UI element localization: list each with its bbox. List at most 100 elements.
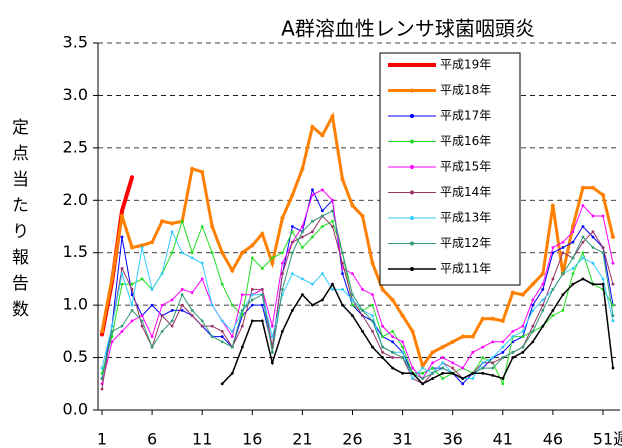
point-marker xyxy=(371,345,374,349)
point-marker xyxy=(431,371,435,375)
point-marker xyxy=(170,319,174,323)
point-marker xyxy=(311,219,314,223)
point-marker xyxy=(430,350,435,355)
point-marker xyxy=(400,313,405,318)
point-marker xyxy=(331,209,334,213)
x-tick-label: 1 xyxy=(97,430,107,448)
point-marker xyxy=(210,303,214,307)
point-marker xyxy=(220,282,224,286)
legend-label: 平成18年 xyxy=(440,83,491,97)
point-marker xyxy=(561,251,565,255)
point-marker xyxy=(391,340,394,344)
point-marker xyxy=(381,324,384,328)
point-marker xyxy=(531,308,535,312)
point-marker xyxy=(421,382,425,386)
point-marker xyxy=(371,314,374,318)
point-marker xyxy=(591,282,595,286)
point-marker xyxy=(170,308,174,312)
point-marker xyxy=(100,366,104,370)
point-marker xyxy=(250,298,254,302)
point-marker xyxy=(200,277,204,281)
point-marker xyxy=(541,303,545,307)
point-marker xyxy=(160,314,164,318)
point-marker xyxy=(601,277,605,281)
point-marker xyxy=(130,308,134,312)
point-marker xyxy=(380,287,385,292)
y-tick-label: 2.0 xyxy=(63,190,88,209)
point-marker xyxy=(531,324,535,328)
x-tick-label: 6 xyxy=(147,430,157,448)
point-marker xyxy=(581,204,585,207)
point-marker xyxy=(270,350,274,354)
point-marker xyxy=(210,324,214,328)
x-tick-label: 51 xyxy=(593,430,613,448)
point-marker xyxy=(510,290,515,295)
series-line xyxy=(221,278,614,385)
legend-marker xyxy=(410,165,414,169)
point-marker xyxy=(240,345,244,349)
point-marker xyxy=(591,235,595,239)
point-marker xyxy=(420,363,425,368)
point-marker xyxy=(240,308,244,312)
point-marker xyxy=(571,240,575,244)
point-marker xyxy=(570,224,575,229)
point-marker xyxy=(460,334,465,339)
point-marker xyxy=(341,272,344,276)
point-marker xyxy=(140,314,144,318)
point-marker xyxy=(501,382,505,386)
point-marker xyxy=(350,203,355,208)
point-marker xyxy=(290,240,294,244)
point-marker xyxy=(321,188,324,192)
point-marker xyxy=(100,377,104,380)
point-marker xyxy=(280,288,284,291)
x-tick-label: 11 xyxy=(192,430,212,448)
point-marker xyxy=(451,366,455,370)
point-marker xyxy=(180,293,184,297)
point-marker xyxy=(180,303,184,307)
point-marker xyxy=(591,246,595,249)
x-tick-label: 31 xyxy=(392,430,412,448)
point-marker xyxy=(601,214,605,218)
point-marker xyxy=(530,282,535,287)
point-marker xyxy=(341,288,344,291)
point-marker xyxy=(170,324,174,328)
point-marker xyxy=(521,350,525,354)
point-marker xyxy=(391,335,394,338)
chart-title: A群溶血性レンサ球菌咽頭炎 xyxy=(281,17,535,41)
point-marker xyxy=(611,261,615,265)
point-marker xyxy=(120,267,124,270)
point-marker xyxy=(461,366,465,370)
legend: 平成19年平成18年平成17年平成16年平成15年平成14年平成13年平成12年… xyxy=(379,52,521,286)
point-marker xyxy=(331,219,334,223)
point-marker xyxy=(200,319,204,323)
point-marker xyxy=(491,340,495,344)
point-marker xyxy=(471,377,475,380)
point-marker xyxy=(521,324,525,328)
point-marker xyxy=(611,314,615,318)
point-marker xyxy=(150,288,154,291)
point-marker xyxy=(311,282,314,286)
point-marker xyxy=(401,350,404,354)
point-marker xyxy=(120,208,125,213)
point-marker xyxy=(381,350,384,354)
point-marker xyxy=(431,377,435,380)
point-marker xyxy=(421,371,425,375)
legend-label: 平成16年 xyxy=(440,134,491,148)
point-marker xyxy=(461,377,465,380)
point-marker xyxy=(500,318,505,323)
point-marker xyxy=(341,261,344,265)
point-marker xyxy=(390,297,395,302)
point-marker xyxy=(591,230,595,234)
point-marker xyxy=(561,240,565,244)
point-marker xyxy=(551,288,555,291)
point-marker xyxy=(351,298,354,302)
point-marker xyxy=(240,250,245,255)
point-marker xyxy=(331,198,334,202)
point-marker xyxy=(561,293,565,297)
series-line xyxy=(101,230,614,380)
point-marker xyxy=(381,356,384,359)
point-marker xyxy=(280,251,284,255)
point-marker xyxy=(351,314,354,318)
point-marker xyxy=(250,293,254,297)
point-marker xyxy=(541,324,545,328)
